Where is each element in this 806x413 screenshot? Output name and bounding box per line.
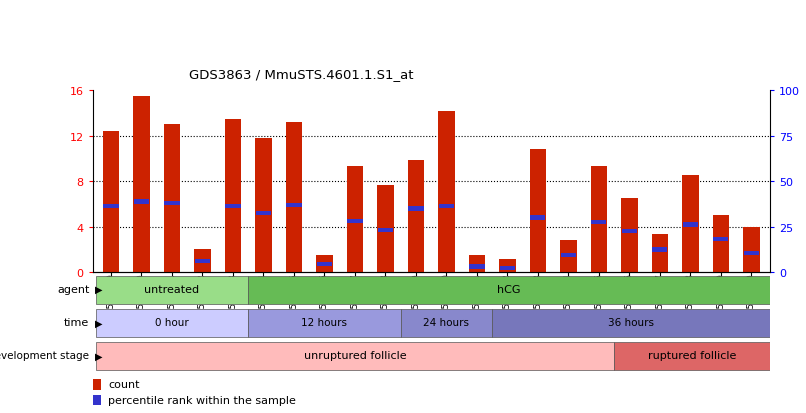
- Text: GSM563226: GSM563226: [320, 273, 329, 327]
- Bar: [248, 309, 401, 337]
- Text: GSM563223: GSM563223: [228, 273, 238, 327]
- Bar: [439, 204, 454, 209]
- Bar: [469, 265, 484, 269]
- Bar: [102, 132, 119, 273]
- Bar: [256, 211, 271, 216]
- Bar: [316, 256, 333, 273]
- Bar: [377, 185, 394, 273]
- Bar: [401, 309, 492, 337]
- Bar: [96, 276, 248, 304]
- Text: ▶: ▶: [95, 351, 102, 361]
- Bar: [286, 204, 301, 208]
- Text: GSM563224: GSM563224: [259, 273, 268, 327]
- Bar: [438, 111, 455, 273]
- Text: GSM563231: GSM563231: [472, 273, 481, 328]
- Text: GSM563219: GSM563219: [106, 273, 115, 328]
- Bar: [134, 200, 149, 204]
- Bar: [682, 176, 699, 273]
- Text: ruptured follicle: ruptured follicle: [648, 351, 736, 361]
- Bar: [347, 219, 363, 223]
- Text: agent: agent: [57, 285, 89, 294]
- Text: development stage: development stage: [0, 351, 89, 361]
- Text: 12 hours: 12 hours: [301, 318, 347, 328]
- Text: GSM563234: GSM563234: [564, 273, 573, 327]
- Bar: [347, 167, 364, 273]
- Bar: [713, 237, 729, 242]
- Text: 36 hours: 36 hours: [608, 318, 654, 328]
- Text: GSM563230: GSM563230: [442, 273, 451, 328]
- Text: GSM563225: GSM563225: [289, 273, 298, 327]
- Bar: [621, 199, 638, 273]
- Bar: [96, 309, 248, 337]
- Text: percentile rank within the sample: percentile rank within the sample: [108, 395, 296, 405]
- Bar: [409, 207, 423, 211]
- Bar: [500, 266, 515, 270]
- Bar: [255, 139, 272, 273]
- Text: GSM563239: GSM563239: [717, 273, 725, 328]
- Bar: [499, 259, 516, 273]
- Bar: [713, 216, 729, 273]
- Text: GSM563236: GSM563236: [625, 273, 634, 328]
- Bar: [592, 221, 606, 225]
- Text: ▶: ▶: [95, 318, 102, 328]
- Bar: [622, 230, 637, 234]
- Text: GSM563227: GSM563227: [351, 273, 359, 327]
- Bar: [194, 250, 211, 273]
- Bar: [164, 125, 181, 273]
- Bar: [744, 251, 759, 255]
- Bar: [560, 241, 577, 273]
- Text: GSM563228: GSM563228: [381, 273, 390, 327]
- Text: GSM563221: GSM563221: [168, 273, 177, 327]
- Text: count: count: [108, 379, 139, 389]
- Text: 0 hour: 0 hour: [155, 318, 189, 328]
- Text: untreated: untreated: [144, 285, 200, 294]
- Text: GSM563220: GSM563220: [137, 273, 146, 327]
- Text: GSM563222: GSM563222: [198, 273, 207, 327]
- Bar: [93, 379, 102, 389]
- Text: GSM563229: GSM563229: [411, 273, 421, 327]
- Bar: [226, 204, 240, 209]
- Bar: [225, 119, 241, 273]
- Bar: [96, 342, 614, 370]
- Text: unruptured follicle: unruptured follicle: [304, 351, 406, 361]
- Text: GSM563232: GSM563232: [503, 273, 512, 327]
- Text: GSM563238: GSM563238: [686, 273, 695, 328]
- Bar: [195, 259, 210, 263]
- Bar: [408, 160, 424, 273]
- Bar: [164, 201, 180, 205]
- Bar: [468, 256, 485, 273]
- Text: GSM563237: GSM563237: [655, 273, 664, 328]
- Bar: [248, 276, 770, 304]
- Bar: [530, 150, 546, 273]
- Bar: [591, 167, 608, 273]
- Text: time: time: [64, 318, 89, 328]
- Text: hCG: hCG: [497, 285, 521, 294]
- Bar: [651, 234, 668, 273]
- Text: GSM563233: GSM563233: [534, 273, 542, 328]
- Bar: [743, 227, 760, 273]
- Bar: [285, 123, 302, 273]
- Bar: [561, 254, 576, 258]
- Bar: [492, 309, 770, 337]
- Text: GSM563235: GSM563235: [595, 273, 604, 328]
- Text: 24 hours: 24 hours: [423, 318, 469, 328]
- Bar: [378, 228, 393, 233]
- Bar: [93, 395, 102, 406]
- Bar: [133, 97, 150, 273]
- Bar: [530, 216, 546, 220]
- Text: GDS3863 / MmuSTS.4601.1.S1_at: GDS3863 / MmuSTS.4601.1.S1_at: [189, 68, 414, 81]
- Bar: [652, 248, 667, 252]
- Bar: [317, 263, 332, 267]
- Bar: [103, 204, 118, 209]
- Text: GSM563240: GSM563240: [747, 273, 756, 327]
- Bar: [683, 223, 698, 227]
- Text: ▶: ▶: [95, 285, 102, 294]
- Bar: [614, 342, 770, 370]
